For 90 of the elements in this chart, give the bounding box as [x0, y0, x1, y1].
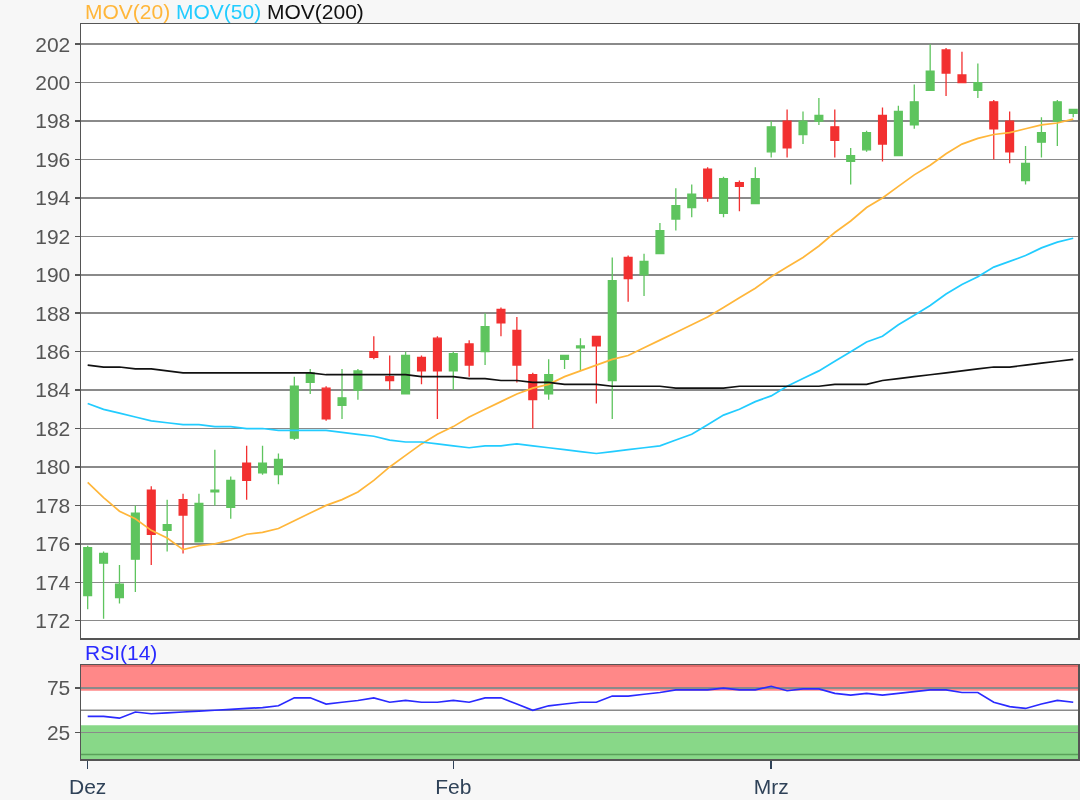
candlestick — [639, 253, 649, 297]
x-tick-label: Dez — [69, 774, 107, 798]
candlestick — [877, 106, 888, 163]
text: MOV(50) — [176, 0, 262, 23]
candlestick — [655, 222, 665, 255]
candlestick — [496, 306, 506, 337]
candlestick — [337, 368, 347, 420]
candlestick — [846, 147, 856, 186]
candlestick — [416, 354, 427, 385]
y-tick-label: 188 — [35, 301, 71, 325]
y-tick-label: 190 — [35, 263, 71, 287]
candlestick — [782, 108, 792, 159]
candlestick — [925, 43, 935, 91]
candlestick — [1021, 145, 1031, 186]
candlestick — [321, 385, 331, 422]
candlestick — [798, 110, 808, 145]
candlestick — [1068, 108, 1078, 118]
candlestick — [814, 97, 824, 126]
candlestick — [464, 339, 474, 378]
candlestick — [671, 187, 681, 232]
text: RSI(14) — [85, 641, 158, 664]
candlestick — [941, 47, 951, 97]
text: MOV(20) — [85, 0, 171, 23]
x-tick-label: Mrz — [753, 774, 789, 798]
y-tick-label: 186 — [35, 340, 71, 364]
candlestick — [560, 354, 570, 370]
candlestick — [83, 545, 93, 610]
x-tick-label: Feb — [435, 774, 472, 798]
candlestick — [750, 166, 760, 205]
candlestick — [448, 351, 458, 391]
line-series — [86, 358, 1075, 390]
candlestick — [162, 498, 172, 553]
candlestick — [114, 564, 125, 605]
candlestick — [1005, 110, 1015, 164]
y-tick-label: 172 — [35, 609, 71, 633]
candlestick — [830, 108, 840, 159]
candlestick — [862, 130, 872, 153]
candlestick — [353, 368, 363, 401]
candlestick — [766, 120, 776, 159]
candlestick — [99, 550, 109, 620]
candlestick — [703, 166, 713, 203]
y-tick-label: 180 — [35, 455, 71, 479]
candlestick — [1052, 99, 1062, 147]
candlestick — [909, 83, 919, 130]
y-tick-label: 178 — [35, 493, 71, 517]
candlestick — [544, 358, 554, 401]
candlestick — [718, 176, 729, 218]
candlestick — [242, 445, 252, 501]
candlestick — [289, 375, 299, 441]
candlestick — [591, 335, 601, 405]
y-tick-label: 202 — [35, 32, 71, 56]
y-tick-label: 176 — [35, 532, 71, 556]
candlestick — [273, 452, 283, 485]
candlestick — [401, 351, 411, 395]
candlestick — [226, 475, 236, 520]
y-tick-label: 25 — [46, 720, 71, 744]
candlestick — [575, 337, 585, 372]
candlestick — [480, 312, 490, 366]
candlestick — [973, 62, 983, 99]
y-tick-label: 192 — [35, 224, 71, 248]
candlestick — [432, 335, 442, 420]
candlestick — [623, 254, 633, 303]
y-tick-label: 198 — [35, 109, 71, 133]
y-tick-label: 200 — [35, 70, 71, 94]
candlestick — [146, 485, 156, 566]
y-tick-label: 184 — [35, 378, 71, 402]
y-tick-label: 75 — [46, 676, 71, 700]
candlestick — [1036, 116, 1046, 159]
candlestick — [257, 445, 268, 476]
line-series — [86, 685, 1075, 720]
candlestick — [687, 183, 697, 218]
candlestick — [178, 493, 188, 555]
candlestick — [210, 449, 220, 507]
text: MOV(200) — [267, 0, 364, 23]
candlestick — [130, 504, 140, 593]
candlestick — [385, 354, 395, 391]
y-tick-label: 196 — [35, 147, 71, 171]
candlestick — [512, 316, 522, 384]
candlestick — [893, 105, 903, 157]
y-tick-label: 194 — [35, 186, 71, 210]
line-series — [86, 118, 1075, 551]
line-series — [86, 237, 1075, 455]
y-tick-label: 182 — [35, 416, 71, 440]
candlestick — [194, 493, 204, 543]
y-tick-label: 174 — [35, 570, 71, 594]
candlestick — [989, 99, 999, 161]
candlestick — [957, 51, 967, 84]
candlestick — [607, 256, 617, 420]
candlestick — [734, 179, 744, 213]
candlestick — [369, 335, 379, 360]
